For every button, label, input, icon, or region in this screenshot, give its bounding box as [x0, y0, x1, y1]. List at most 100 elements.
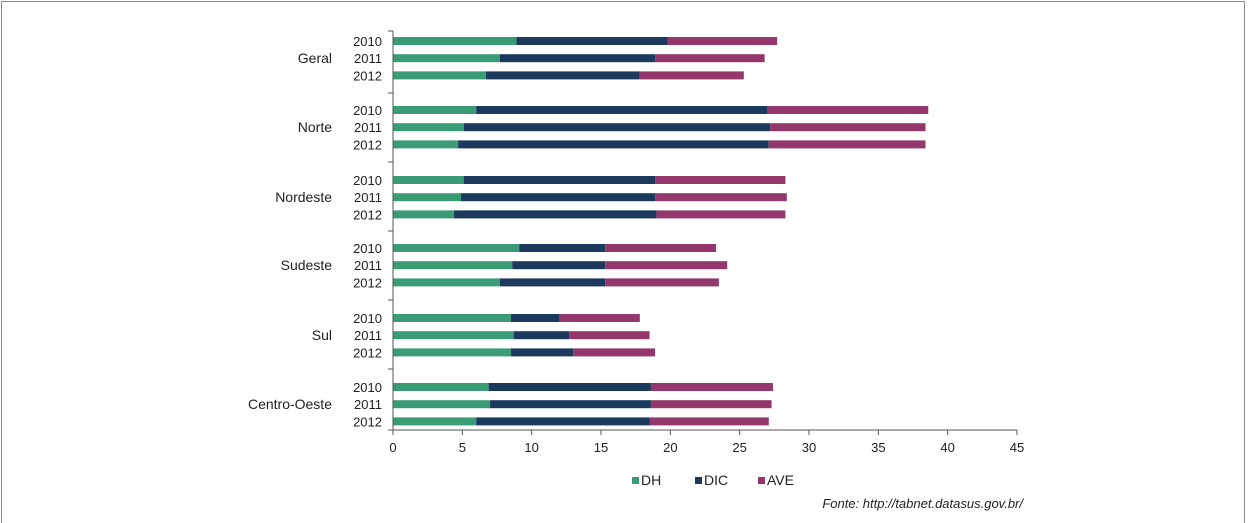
- bar-dh-5-2010: [393, 383, 489, 391]
- bar-ave-4-2010: [559, 314, 640, 322]
- year-label: 2011: [354, 51, 382, 66]
- bar-dic-1-2010: [476, 106, 768, 114]
- bar-ave-3-2011: [605, 261, 728, 270]
- group-label: Centro-Oeste: [248, 396, 332, 412]
- bar-dic-4-2010: [510, 314, 560, 322]
- x-tick-label: 40: [940, 440, 954, 455]
- bar-ave-3-2012: [605, 278, 719, 287]
- bar-dh-5-2012: [393, 417, 477, 426]
- year-label: 2010: [353, 173, 382, 188]
- legend-label-ave: AVE: [767, 472, 794, 488]
- bar-dic-5-2011: [490, 400, 651, 409]
- bar-dic-5-2010: [488, 383, 651, 391]
- year-label: 2010: [353, 241, 382, 256]
- bar-ave-5-2011: [650, 400, 772, 409]
- legend: DH DIC AVE: [632, 472, 794, 488]
- bar-ave-1-2012: [768, 140, 926, 149]
- bar-dh-2-2012: [393, 210, 455, 219]
- x-tick-label: 0: [389, 440, 396, 455]
- bar-ave-0-2012: [639, 71, 744, 80]
- year-label: 2012: [353, 137, 382, 152]
- bar-ave-4-2012: [573, 348, 656, 357]
- year-label: 2010: [353, 311, 382, 326]
- legend-label-dic: DIC: [704, 472, 728, 488]
- axes-layer: 0 5 10 15 20 25 30 35 40 45: [388, 30, 1024, 455]
- bar-dh-4-2010: [393, 314, 511, 322]
- x-tick-label: 20: [663, 440, 677, 455]
- group-label: Nordeste: [275, 189, 332, 205]
- bar-dic-4-2012: [510, 348, 574, 357]
- year-label: 2012: [353, 207, 382, 222]
- bar-ave-3-2010: [605, 244, 717, 252]
- bar-dh-0-2012: [393, 71, 486, 80]
- x-tick-label: 5: [459, 440, 466, 455]
- bar-ave-0-2011: [655, 54, 765, 63]
- bar-ave-2-2011: [655, 193, 787, 202]
- x-tick-label: 25: [732, 440, 746, 455]
- legend-swatch-dic: [695, 477, 702, 484]
- year-label: 2010: [353, 34, 382, 49]
- year-label: 2011: [354, 258, 382, 273]
- bar-dic-2-2012: [454, 210, 657, 219]
- year-label: 2011: [354, 328, 382, 343]
- legend-label-dh: DH: [641, 472, 661, 488]
- year-label: 2012: [353, 414, 382, 429]
- bar-dic-5-2012: [476, 417, 650, 426]
- bar-ave-1-2011: [770, 123, 926, 132]
- bar-dic-1-2012: [458, 140, 769, 149]
- bars-layer: [393, 37, 929, 426]
- year-label: 2010: [353, 103, 382, 118]
- bar-dh-1-2010: [393, 106, 477, 114]
- bar-dic-1-2011: [463, 123, 771, 132]
- bar-dh-1-2011: [393, 123, 464, 132]
- bar-dh-1-2012: [393, 140, 459, 149]
- x-tick-label: 30: [802, 440, 816, 455]
- x-tick-label: 15: [594, 440, 608, 455]
- bar-dh-5-2011: [393, 400, 491, 409]
- bar-dic-3-2010: [519, 244, 606, 252]
- bar-ave-1-2010: [767, 106, 929, 114]
- bar-dh-0-2011: [393, 54, 500, 63]
- x-tick-label: 45: [1010, 440, 1024, 455]
- bar-dh-3-2010: [393, 244, 520, 252]
- bar-dic-3-2012: [499, 278, 606, 287]
- bar-dh-3-2012: [393, 278, 500, 287]
- year-label: 2011: [354, 190, 382, 205]
- bar-dic-4-2011: [513, 331, 570, 340]
- bar-ave-2-2010: [655, 176, 786, 184]
- bar-dh-4-2012: [393, 348, 511, 357]
- source-note: Fonte: http://tabnet.datasus.gov.br/: [822, 496, 1023, 511]
- year-label: 2012: [353, 345, 382, 360]
- bar-ave-4-2011: [569, 331, 650, 340]
- bar-dh-3-2011: [393, 261, 513, 270]
- bar-ave-0-2010: [667, 37, 778, 45]
- x-tick-label: 10: [524, 440, 538, 455]
- bar-dh-2-2011: [393, 193, 461, 202]
- bar-dh-4-2011: [393, 331, 514, 340]
- year-label: 2012: [353, 68, 382, 83]
- legend-swatch-dh: [632, 477, 639, 484]
- bar-ave-2-2012: [656, 210, 786, 219]
- bar-dh-0-2010: [393, 37, 517, 45]
- bar-dic-0-2012: [485, 71, 640, 80]
- group-label: Geral: [298, 50, 332, 66]
- bar-dic-2-2011: [460, 193, 656, 202]
- group-label: Sul: [312, 327, 332, 343]
- bar-dh-2-2010: [393, 176, 464, 184]
- bar-dic-3-2011: [512, 261, 606, 270]
- group-label: Sudeste: [281, 257, 333, 273]
- year-label: 2011: [354, 120, 382, 135]
- bar-dic-0-2011: [499, 54, 656, 63]
- bar-dic-0-2010: [516, 37, 668, 45]
- year-label: 2011: [354, 397, 382, 412]
- year-label: 2010: [353, 380, 382, 395]
- legend-swatch-ave: [758, 477, 765, 484]
- x-tick-label: 35: [871, 440, 885, 455]
- bar-dic-2-2010: [463, 176, 656, 184]
- labels-layer: 2010 2011 2012 Geral 2010 2011 2012 Norte 2010 20…: [248, 34, 382, 429]
- year-label: 2012: [353, 275, 382, 290]
- bar-ave-5-2012: [649, 417, 769, 426]
- bar-ave-5-2010: [650, 383, 773, 391]
